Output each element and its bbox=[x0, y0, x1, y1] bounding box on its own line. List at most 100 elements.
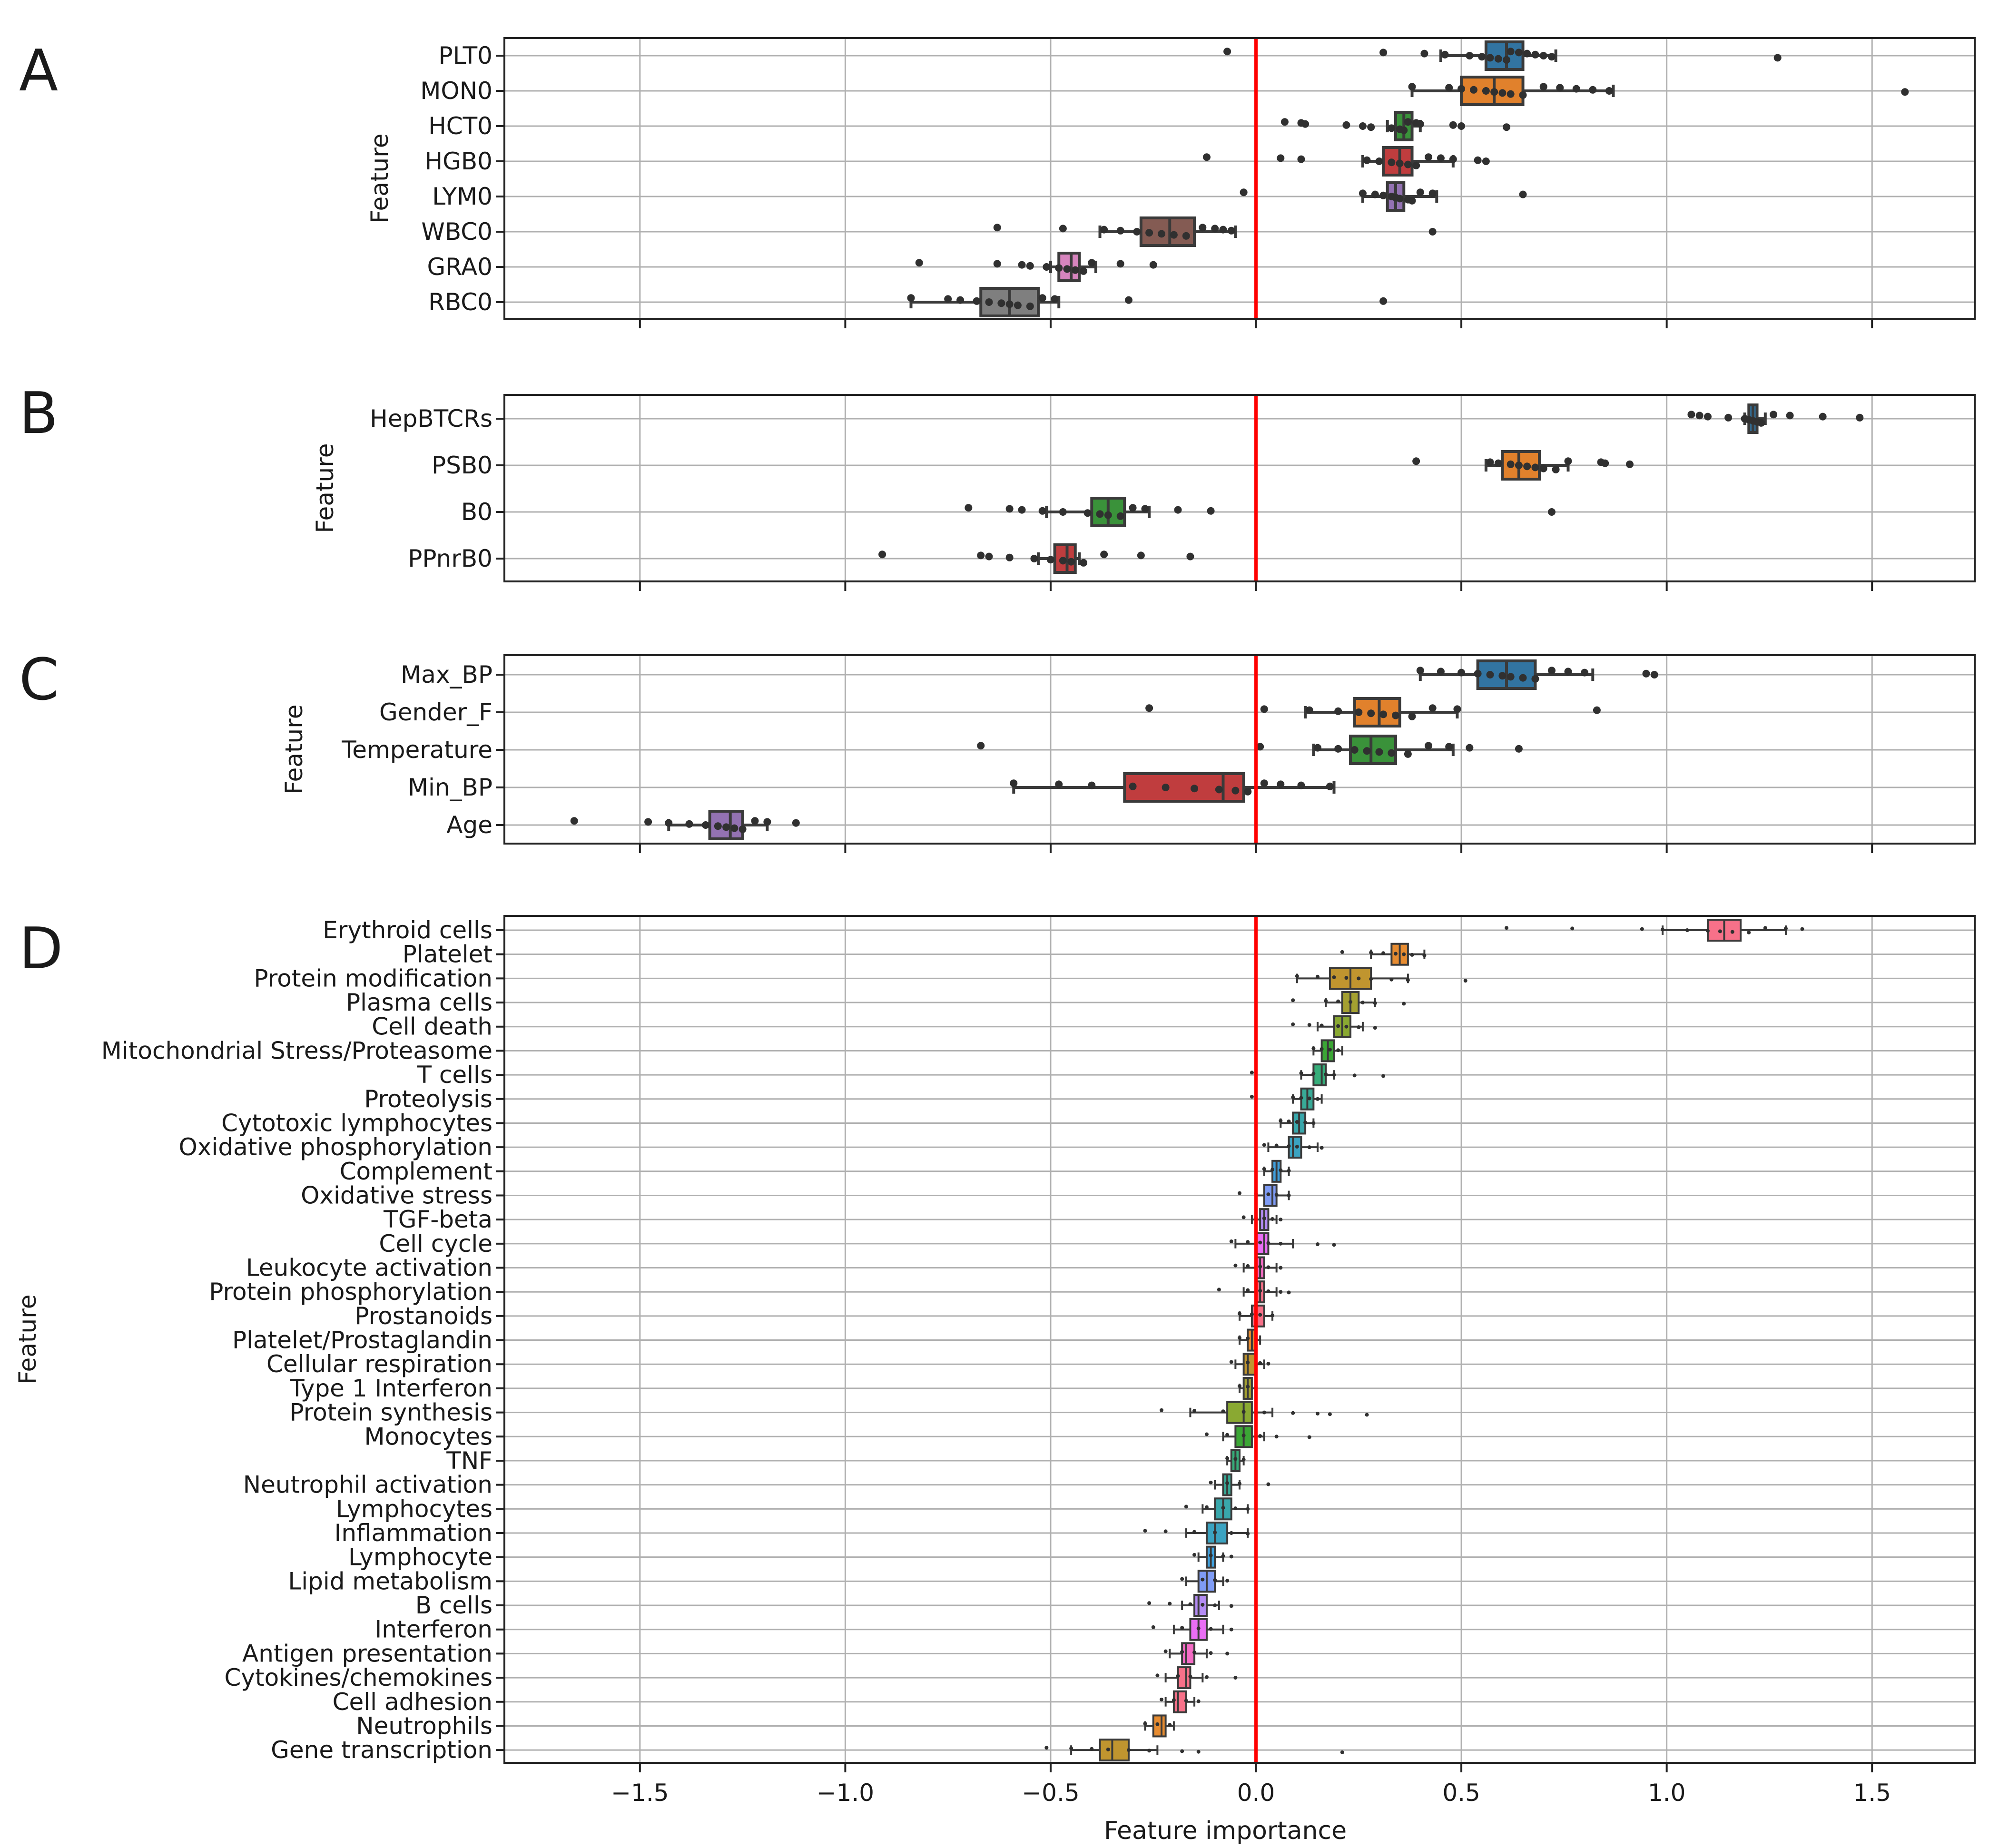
data-point bbox=[1014, 301, 1022, 309]
data-point bbox=[1192, 1409, 1197, 1413]
data-point bbox=[1274, 1143, 1279, 1148]
box-gra0 bbox=[915, 252, 1157, 282]
iqr-box bbox=[1226, 1401, 1253, 1424]
feature-label: PPnrB0 bbox=[408, 545, 492, 572]
feature-label: B0 bbox=[461, 498, 492, 526]
data-point bbox=[1080, 559, 1088, 567]
box-cytokines-chemokines bbox=[1155, 1666, 1238, 1690]
data-point bbox=[1238, 1312, 1241, 1316]
iqr-box bbox=[1181, 1642, 1196, 1665]
data-point bbox=[792, 819, 800, 827]
box-t-cells bbox=[1250, 1063, 1386, 1087]
data-point bbox=[1279, 1218, 1283, 1222]
data-point bbox=[1201, 1602, 1205, 1607]
data-point bbox=[1174, 506, 1182, 514]
data-point bbox=[1215, 786, 1223, 794]
data-point bbox=[1026, 262, 1034, 270]
y-axis-label: Feature bbox=[311, 443, 339, 533]
data-point bbox=[1507, 673, 1515, 681]
data-point bbox=[1250, 1071, 1254, 1075]
data-point bbox=[1340, 1750, 1344, 1754]
feature-label: GRA0 bbox=[427, 253, 492, 281]
data-point bbox=[1280, 118, 1289, 126]
data-point bbox=[1315, 1242, 1320, 1247]
data-point bbox=[1402, 1002, 1406, 1006]
data-point bbox=[1381, 951, 1386, 955]
box-type-1-interferon bbox=[1238, 1376, 1258, 1400]
data-point bbox=[1307, 1145, 1311, 1150]
data-point bbox=[1687, 411, 1695, 419]
feature-label: Cell cycle bbox=[379, 1230, 492, 1258]
data-point bbox=[1266, 1362, 1270, 1366]
data-point bbox=[1291, 1022, 1295, 1026]
data-point bbox=[1238, 1482, 1241, 1486]
data-point bbox=[1182, 232, 1190, 240]
data-point bbox=[1332, 1073, 1336, 1077]
feature-label: PLT0 bbox=[439, 42, 492, 69]
data-point bbox=[1184, 1504, 1188, 1509]
data-point bbox=[1503, 123, 1511, 131]
data-point bbox=[1650, 671, 1658, 678]
data-point bbox=[1258, 1313, 1262, 1317]
iqr-box bbox=[1312, 1063, 1327, 1087]
data-point bbox=[1547, 53, 1556, 61]
data-point bbox=[701, 821, 709, 829]
data-point bbox=[1143, 1529, 1147, 1533]
feature-label: Oxidative phosphorylation bbox=[179, 1133, 493, 1161]
data-point bbox=[1240, 188, 1248, 197]
data-point bbox=[1466, 52, 1474, 59]
data-point bbox=[1313, 744, 1321, 752]
data-point bbox=[1266, 1482, 1270, 1486]
data-point bbox=[1260, 705, 1268, 713]
data-point bbox=[1388, 158, 1396, 167]
data-point bbox=[1188, 1674, 1192, 1679]
feature-label: Gender_F bbox=[379, 698, 492, 726]
data-point bbox=[1069, 1746, 1073, 1750]
data-point bbox=[1303, 1121, 1308, 1125]
data-point bbox=[1388, 124, 1396, 132]
data-point bbox=[1539, 464, 1547, 472]
data-point bbox=[1225, 1481, 1230, 1485]
data-point bbox=[1494, 55, 1502, 63]
box-psb0 bbox=[1412, 450, 1634, 481]
data-point bbox=[1344, 1024, 1349, 1029]
data-point bbox=[1556, 84, 1564, 92]
data-point bbox=[1191, 785, 1199, 793]
feature-label: HepBTCRs bbox=[370, 405, 492, 433]
data-point bbox=[1010, 779, 1018, 787]
data-point bbox=[1116, 512, 1124, 520]
data-point bbox=[1515, 745, 1523, 753]
data-point bbox=[1231, 786, 1240, 795]
data-point bbox=[1067, 558, 1075, 566]
data-point bbox=[1262, 1167, 1266, 1171]
data-point bbox=[1038, 294, 1046, 302]
data-point bbox=[1207, 507, 1215, 515]
data-point bbox=[1221, 1409, 1225, 1414]
feature-label: Cellular respiration bbox=[266, 1350, 492, 1378]
data-point bbox=[1126, 1748, 1131, 1752]
data-point bbox=[1116, 226, 1124, 235]
feature-label: HGB0 bbox=[425, 147, 492, 175]
data-point bbox=[1334, 745, 1342, 753]
feature-label: Protein phosphorylation bbox=[209, 1278, 492, 1306]
data-point bbox=[1163, 1529, 1168, 1533]
data-point bbox=[1225, 1579, 1230, 1583]
data-point bbox=[1564, 457, 1572, 465]
iqr-box bbox=[1288, 1136, 1302, 1159]
data-point bbox=[665, 819, 673, 827]
data-point bbox=[1184, 1699, 1188, 1703]
data-point bbox=[1593, 706, 1601, 714]
data-point bbox=[1379, 297, 1388, 305]
box-hepbtcrs bbox=[1687, 403, 1864, 434]
data-point bbox=[1311, 1071, 1316, 1076]
data-point bbox=[1250, 1094, 1254, 1099]
data-point bbox=[1482, 87, 1490, 95]
box-oxidative-phosphorylation bbox=[1262, 1136, 1324, 1159]
box-mon0 bbox=[1408, 76, 1909, 106]
feature-label: Prostanoids bbox=[355, 1302, 492, 1330]
data-point bbox=[1116, 260, 1124, 268]
data-point bbox=[1158, 230, 1166, 238]
data-point bbox=[1393, 952, 1398, 956]
data-point bbox=[1786, 412, 1794, 420]
data-point bbox=[1336, 1024, 1340, 1028]
